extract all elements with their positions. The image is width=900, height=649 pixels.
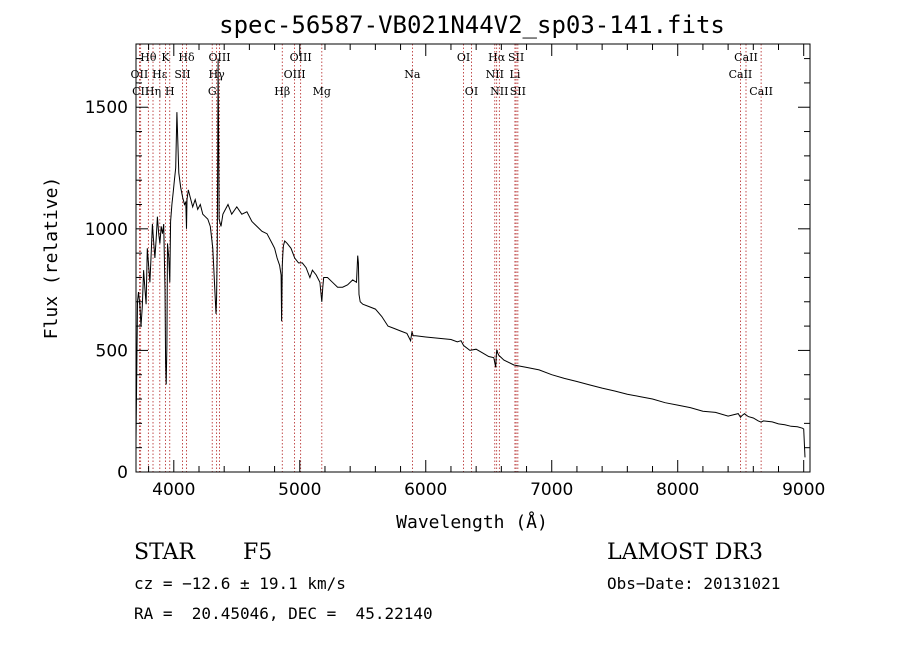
x-tick-label-4: 8000: [656, 480, 699, 500]
object-subclass: F5: [243, 540, 273, 565]
marker-label-22: SII: [508, 51, 524, 64]
marker-label-25: CaII: [734, 51, 758, 64]
chart-title: spec-56587-VB021N44V2_sp03-141.fits: [219, 11, 725, 39]
obs-date: Obs−Date: 20131021: [607, 574, 781, 593]
marker-label-19: Hα: [488, 51, 506, 64]
y-axis-label: Flux (relative): [41, 177, 62, 340]
axis-ticks: 4000 5000 6000 7000 8000 9000 0 500 1000 1500: [85, 44, 825, 500]
marker-label-4: Hη: [145, 85, 161, 98]
marker-label-24: SII: [510, 85, 526, 98]
marker-label-15: Mg: [313, 85, 331, 98]
marker-label-5: K: [161, 51, 170, 64]
plot-frame: [135, 43, 811, 473]
x-tick-label-3: 7000: [530, 480, 573, 500]
marker-label-12: Hβ: [274, 85, 290, 98]
marker-label-27: CaII: [749, 85, 773, 98]
y-tick-label-0: 0: [117, 463, 128, 483]
marker-label-20: NII: [486, 68, 504, 81]
marker-label-1: OII: [131, 68, 149, 81]
marker-label-14: OIII: [284, 68, 306, 81]
spectrum-line: [135, 58, 806, 458]
object-class: STAR: [134, 540, 195, 565]
marker-label-8: SII: [174, 68, 190, 81]
marker-label-9: OIII: [208, 51, 230, 64]
marker-label-0: Hθ: [140, 51, 157, 64]
marker-label-23: Li: [510, 68, 521, 81]
marker-label-13: OIII: [290, 51, 312, 64]
y-tick-label-1: 500: [96, 341, 128, 361]
redshift-text: cz = −12.6 ± 19.1 km/s: [134, 574, 346, 593]
x-tick-label-1: 5000: [278, 480, 321, 500]
y-tick-label-3: 1500: [85, 98, 128, 118]
survey-name: LAMOST DR3: [607, 540, 763, 565]
x-tick-label-0: 4000: [152, 480, 195, 500]
marker-label-3: Hε: [152, 68, 168, 81]
marker-label-6: H: [165, 85, 175, 98]
marker-label-10: Hγ: [209, 68, 226, 81]
x-tick-label-2: 6000: [404, 480, 447, 500]
x-axis-label: Wavelength (Å): [396, 511, 548, 533]
coordinates: RA = 20.45046, DEC = 45.22140: [134, 604, 433, 623]
marker-label-16: Na: [404, 68, 421, 81]
marker-label-17: OI: [457, 51, 470, 64]
x-tick-label-5: 9000: [782, 480, 825, 500]
marker-label-7: Hδ: [178, 51, 195, 64]
marker-label-21: NII: [490, 85, 508, 98]
marker-label-11: G: [208, 85, 217, 98]
marker-label-18: OI: [465, 85, 478, 98]
marker-label-26: CaII: [729, 68, 753, 81]
y-tick-label-2: 1000: [85, 220, 128, 240]
